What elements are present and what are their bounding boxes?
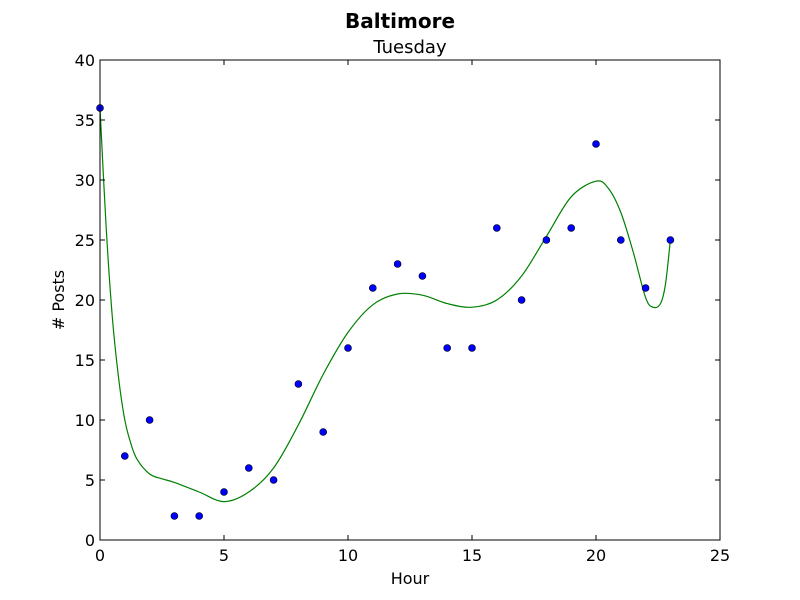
data-point xyxy=(542,236,551,244)
data-point xyxy=(294,380,303,388)
y-axis-ticks: 0 5 10 15 20 25 30 35 40 xyxy=(75,51,720,550)
data-point xyxy=(418,272,427,280)
y-tick-label: 30 xyxy=(75,171,95,190)
y-tick-label: 20 xyxy=(75,291,95,310)
x-axis-ticks: 0 5 10 15 20 25 xyxy=(95,60,730,565)
y-tick-label: 25 xyxy=(75,231,95,250)
fit-curve xyxy=(99,107,671,503)
data-point xyxy=(443,344,452,352)
x-tick-label: 0 xyxy=(95,546,105,565)
x-tick-label: 25 xyxy=(710,546,730,565)
y-tick-label: 35 xyxy=(75,111,95,130)
data-point xyxy=(592,140,600,148)
x-axis-label: Hour xyxy=(391,569,430,588)
plot-area xyxy=(100,60,720,540)
data-points-layer xyxy=(96,104,675,520)
data-point xyxy=(319,428,328,436)
fit-curve-layer xyxy=(99,107,671,503)
data-point xyxy=(492,224,501,232)
data-point xyxy=(145,416,154,424)
x-tick-label: 10 xyxy=(338,546,358,565)
chart-title: Baltimore xyxy=(345,9,455,33)
data-point xyxy=(220,488,228,496)
data-point xyxy=(195,512,203,520)
data-point xyxy=(245,464,253,472)
x-tick-label: 20 xyxy=(586,546,606,565)
y-axis-label: # Posts xyxy=(49,270,68,330)
data-point xyxy=(269,476,278,484)
data-point xyxy=(666,236,675,244)
y-tick-label: 10 xyxy=(75,411,95,430)
chart-subtitle: Tuesday xyxy=(372,37,447,58)
y-tick-label: 40 xyxy=(75,51,95,70)
data-point xyxy=(517,296,526,304)
y-tick-label: 0 xyxy=(85,531,95,550)
data-point xyxy=(393,260,402,268)
data-point xyxy=(641,284,650,292)
data-point xyxy=(567,224,576,232)
y-tick-label: 15 xyxy=(75,351,95,370)
data-point xyxy=(344,344,352,352)
x-tick-label: 5 xyxy=(219,546,229,565)
data-point xyxy=(616,236,625,244)
data-point xyxy=(170,512,179,520)
data-point xyxy=(368,284,377,292)
data-point xyxy=(121,452,129,460)
data-point xyxy=(468,344,476,352)
x-tick-label: 15 xyxy=(462,546,482,565)
y-tick-label: 5 xyxy=(85,471,95,490)
